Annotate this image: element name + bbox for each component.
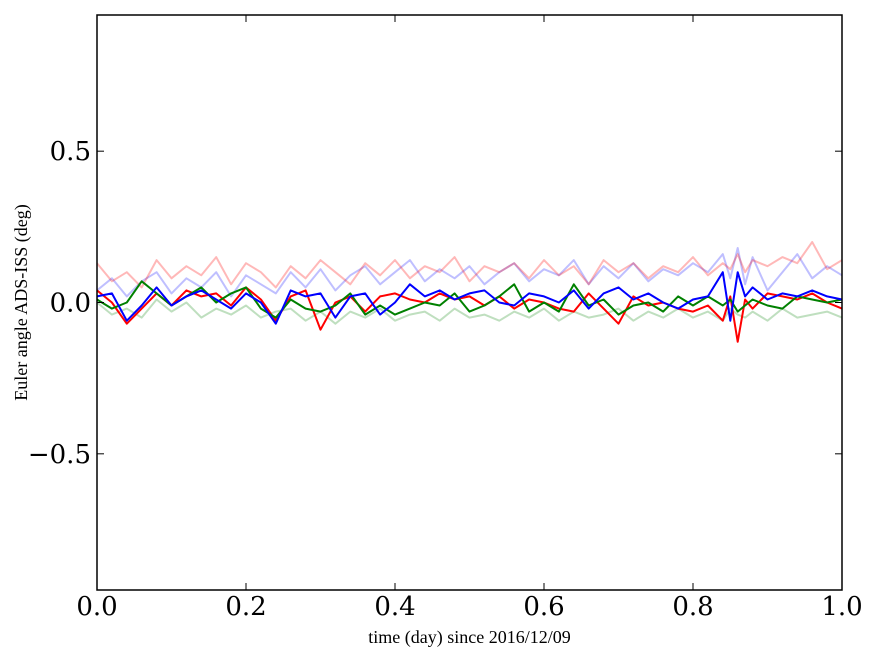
- x-tick-label: 0.0: [76, 592, 117, 622]
- x-tick-label: 1.0: [821, 592, 862, 622]
- x-tick-label: 0.8: [672, 592, 713, 622]
- x-tick-label: 0.2: [225, 592, 266, 622]
- series-line-3: [96, 271, 843, 325]
- x-tick-label: 0.6: [523, 592, 564, 622]
- x-axis-label: time (day) since 2016/12/09: [368, 627, 570, 648]
- y-tick-label: −0.5: [28, 440, 91, 470]
- tick-layer: 0.0 0.2 0.4 0.6 0.8 1.0 −0.5 0.0 0.5: [28, 15, 863, 622]
- y-axis-label: Euler angle ADS-ISS (deg): [11, 204, 32, 400]
- x-tick-label: 0.4: [374, 592, 415, 622]
- y-tick-label: 0.5: [50, 137, 91, 167]
- series-layer: [96, 241, 843, 343]
- y-tick-label: 0.0: [50, 289, 91, 319]
- plot-frame: [96, 14, 843, 591]
- series-line-4: [96, 241, 843, 289]
- series-line-6: [96, 247, 843, 298]
